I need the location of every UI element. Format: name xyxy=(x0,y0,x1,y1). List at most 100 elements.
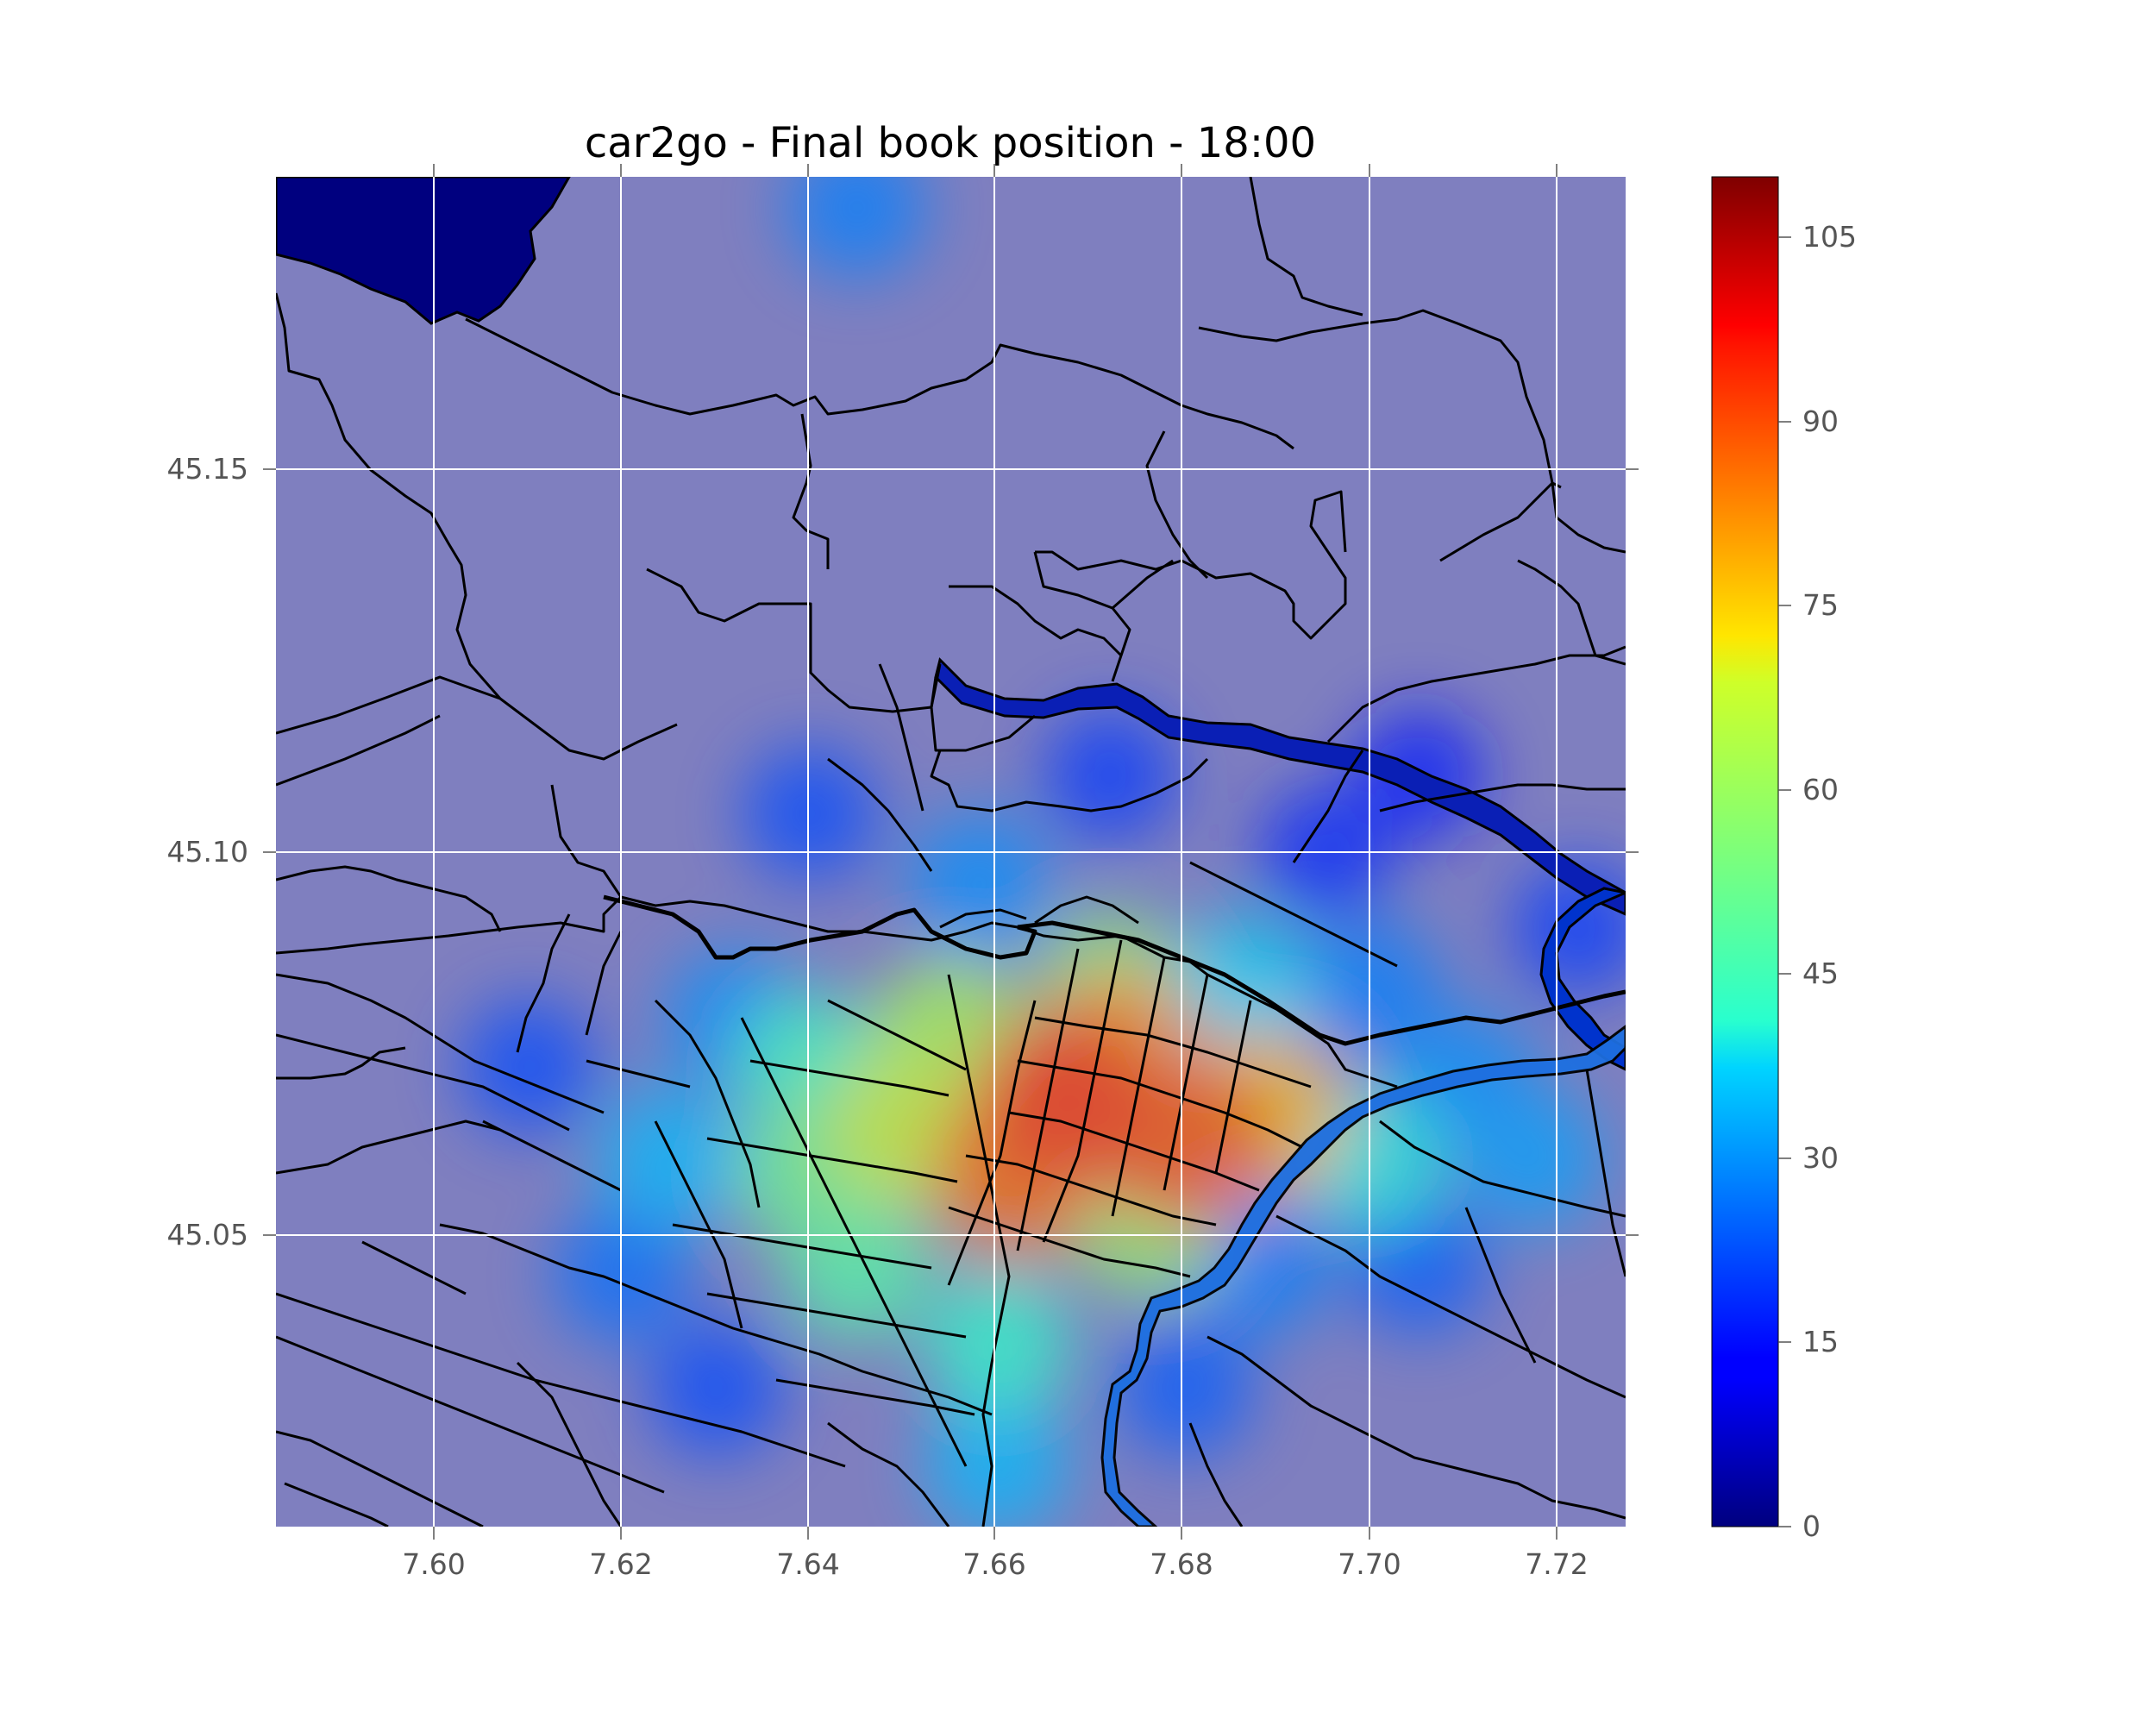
district-border xyxy=(930,750,1209,812)
district-border xyxy=(1585,1069,1626,1277)
district-border xyxy=(1112,559,1174,610)
district-border xyxy=(276,973,605,1114)
heat-hotspot xyxy=(1461,1088,1602,1229)
district-border xyxy=(1379,1120,1626,1218)
colorbar-ticks xyxy=(1778,236,1791,1527)
district-border xyxy=(654,999,761,1208)
heat-hotspot xyxy=(924,1269,1072,1416)
district-border xyxy=(276,1046,406,1080)
district-border xyxy=(516,1361,623,1527)
district-border xyxy=(276,1335,665,1494)
x-tick-label: 7.70 xyxy=(1338,1547,1401,1581)
district-border xyxy=(706,1137,958,1183)
district-border xyxy=(1214,1000,1252,1174)
district-border xyxy=(276,1120,501,1175)
district-border xyxy=(654,1120,743,1329)
heat-hotspot xyxy=(743,746,878,881)
heat-hotspot xyxy=(1303,920,1442,1059)
district-border xyxy=(585,931,623,1036)
district-border xyxy=(878,1293,968,1467)
district-border xyxy=(672,1223,932,1270)
district-border xyxy=(947,974,1011,1527)
heat-hotspot xyxy=(974,1007,1153,1187)
district-border xyxy=(948,1206,1191,1278)
district-border xyxy=(1042,939,1123,1243)
heat-hotspot xyxy=(1190,1196,1330,1335)
district-border xyxy=(1163,974,1209,1191)
heat-hotspot xyxy=(554,1205,692,1343)
river-po xyxy=(1100,1025,1626,1527)
heat-hotspot xyxy=(1117,1320,1253,1457)
district-border xyxy=(706,1292,967,1339)
district-border xyxy=(878,663,924,812)
district-border xyxy=(499,697,678,761)
x-tick-label: 7.68 xyxy=(1150,1547,1213,1581)
x-tick-label: 7.72 xyxy=(1525,1547,1588,1581)
x-tick-label: 7.60 xyxy=(402,1547,465,1581)
district-border xyxy=(276,1430,484,1527)
district-borders xyxy=(276,177,1626,1527)
heat-hotspot xyxy=(1169,917,1314,1063)
district-border xyxy=(949,585,1123,657)
district-border xyxy=(827,1421,950,1527)
heat-layer xyxy=(461,177,1626,1527)
district-border xyxy=(1034,895,1139,925)
district-border xyxy=(1008,1111,1260,1192)
district-border xyxy=(1206,1335,1626,1520)
district-border xyxy=(1439,481,1562,562)
district-border xyxy=(1189,861,1398,968)
district-border xyxy=(276,292,502,699)
district-border xyxy=(276,1033,570,1132)
district-border xyxy=(1249,177,1363,317)
district-border xyxy=(827,757,933,872)
x-tick-label: 7.66 xyxy=(962,1547,1025,1581)
colorbar-labels: 0 15 30 45 60 75 90 105 xyxy=(1802,220,1857,1543)
district-border xyxy=(439,1223,993,1416)
y-tick-label: 45.05 xyxy=(167,1218,248,1251)
river-north xyxy=(934,657,1626,916)
colorbar-label: 30 xyxy=(1802,1141,1839,1175)
x-tick-label: 7.62 xyxy=(589,1547,652,1581)
district-border xyxy=(939,908,1027,929)
district-border xyxy=(749,1059,950,1097)
tick-marks xyxy=(263,164,1639,1540)
district-border xyxy=(586,1059,691,1088)
plot-area: 7.60 7.62 7.64 7.66 7.68 7.70 7.72 45.05… xyxy=(167,164,1639,1581)
x-tick-label: 7.64 xyxy=(776,1547,839,1581)
district-border xyxy=(1145,430,1209,580)
district-border xyxy=(1034,1016,1312,1088)
district-border xyxy=(284,1482,389,1527)
heat-hotspot xyxy=(461,999,597,1134)
colorbar: 0 15 30 45 60 75 90 105 xyxy=(1711,176,1857,1543)
colorbar-label: 45 xyxy=(1802,957,1839,990)
district-border xyxy=(827,999,967,1071)
district-border xyxy=(1111,957,1166,1217)
district-border xyxy=(930,676,1036,752)
district-border xyxy=(1464,1207,1537,1364)
dark-region-northwest xyxy=(276,177,571,325)
y-tick-label: 45.10 xyxy=(167,835,248,869)
colorbar-label: 105 xyxy=(1802,220,1857,254)
y-tick-label: 45.15 xyxy=(167,452,248,486)
district-border xyxy=(516,913,571,1053)
district-border xyxy=(276,675,501,735)
road-border xyxy=(1017,920,1626,1046)
district-border xyxy=(1275,1214,1626,1399)
colorbar-gradient xyxy=(1711,176,1779,1527)
heat-hotspot xyxy=(926,1394,1069,1527)
district-border xyxy=(482,1120,622,1192)
district-border xyxy=(620,895,1398,1088)
district-border xyxy=(1017,1059,1303,1149)
district-border xyxy=(1198,309,1626,554)
district-border xyxy=(361,1240,467,1295)
district-border xyxy=(465,317,1294,450)
district-border xyxy=(1292,750,1364,863)
heat-hotspot xyxy=(598,1087,742,1230)
district-border xyxy=(1379,783,1626,812)
colorbar-label: 0 xyxy=(1802,1509,1821,1543)
district-border xyxy=(276,865,502,932)
heat-hotspot xyxy=(649,1320,784,1456)
colorbar-label: 60 xyxy=(1802,773,1839,806)
district-border xyxy=(965,1154,1217,1226)
